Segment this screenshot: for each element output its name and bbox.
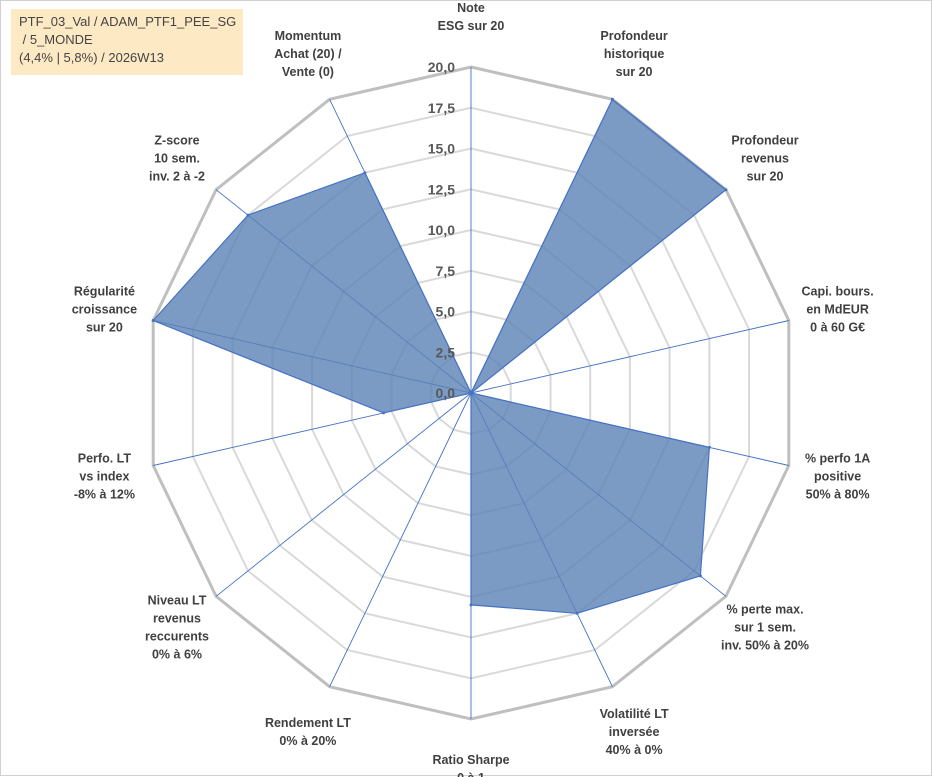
axis-category-label: Z-score 10 sem. inv. 2 à -2 — [149, 134, 205, 184]
axis-category-label: % perfo 1A positive 50% à 80% — [805, 452, 870, 502]
tick-label: 7,5 — [436, 263, 456, 279]
axis-category-label: Rendement LT 0% à 20% — [265, 716, 351, 748]
tick-label: 2,5 — [436, 344, 456, 360]
portfolio-stats-line: (4,4% | 5,8%) / 2026W13 — [19, 50, 165, 65]
data-point — [575, 611, 579, 615]
data-point — [724, 188, 728, 192]
axis-category-label: Ratio Sharpe0 à 1 — [432, 753, 509, 777]
axis-category-label: % perte max. sur 1 sem. inv. 50% à 20% — [721, 602, 809, 652]
axis-spoke — [470, 320, 789, 394]
data-point — [151, 319, 155, 322]
data-point — [707, 445, 711, 449]
data-point — [610, 97, 614, 101]
axis-category-label: Profondeur historique sur 20 — [600, 29, 667, 79]
portfolio-info-box: PTF_03_Val / ADAM_PTF1_PEE_SG / 5_MONDE … — [11, 9, 243, 75]
axis-spoke — [329, 392, 472, 687]
axis-category-label: Perfo. LT vs index -8% à 12% — [74, 452, 135, 502]
tick-label: 10,0 — [428, 222, 455, 238]
portfolio-name-line: PTF_03_Val / ADAM_PTF1_PEE_SG — [19, 14, 237, 29]
data-point — [363, 171, 367, 175]
tick-label: 0,0 — [436, 385, 456, 401]
axis-category-label: Volatilité LT inversée 40% à 0% — [600, 707, 669, 757]
axis-category-label: Note ESG sur 20 — [438, 1, 505, 33]
data-point — [698, 574, 702, 578]
tick-label: 12,5 — [428, 181, 455, 197]
axis-category-label: Capi. bours. en MdEUR 0 à 60 G€ — [801, 284, 873, 334]
data-point — [382, 411, 386, 415]
data-point — [469, 391, 473, 395]
axis-category-label: Niveau LT revenus reccurents 0% à 6% — [145, 593, 209, 661]
axis-category-label: Régularité croissance sur 20 — [72, 284, 137, 334]
data-point — [246, 213, 250, 217]
axis-spoke — [215, 392, 472, 597]
portfolio-region-line: / 5_MONDE — [19, 32, 93, 47]
data-point — [469, 603, 473, 607]
tick-label: 5,0 — [436, 304, 456, 320]
axis-category-label: Momentum Achat (20) / Vente (0) — [274, 29, 342, 79]
tick-label: 15,0 — [428, 141, 455, 157]
tick-label: 17,5 — [428, 100, 455, 116]
axis-category-label: Profondeur revenus sur 20 — [731, 134, 798, 184]
tick-label: 20,0 — [428, 59, 455, 75]
series-area — [152, 98, 727, 614]
